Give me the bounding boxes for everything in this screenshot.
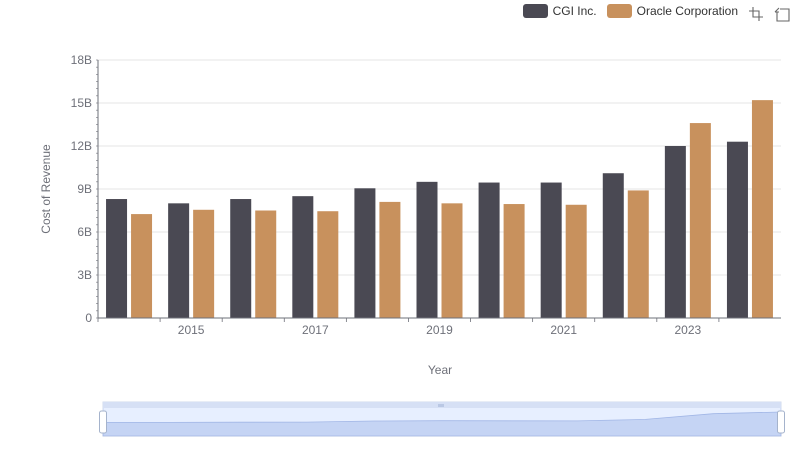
y-tick-label: 3B bbox=[77, 268, 92, 282]
bar-cgi-2017 bbox=[292, 196, 314, 318]
bar-cgi-2022 bbox=[602, 173, 624, 318]
bars bbox=[106, 100, 773, 318]
bar-cgi-2021 bbox=[540, 182, 562, 318]
bar-cgi-2019 bbox=[416, 181, 438, 318]
bar-cgi-2024 bbox=[726, 141, 748, 318]
bar-oracle-2023 bbox=[689, 123, 711, 318]
y-tick-label: 15B bbox=[71, 96, 92, 110]
bar-cgi-2015 bbox=[168, 203, 190, 318]
bar-oracle-2024 bbox=[751, 100, 773, 318]
y-tick-label: 18B bbox=[71, 53, 92, 67]
x-tick-label: 2019 bbox=[426, 323, 453, 337]
bar-oracle-2021 bbox=[565, 204, 587, 318]
bar-cgi-2020 bbox=[478, 182, 500, 318]
legend-label-oracle: Oracle Corporation bbox=[636, 4, 738, 18]
restore-icon[interactable] bbox=[774, 6, 790, 22]
y-tick-label: 6B bbox=[77, 225, 92, 239]
legend-item-cgi[interactable]: CGI Inc. bbox=[522, 4, 597, 18]
x-tick-label: 2021 bbox=[550, 323, 577, 337]
y-axis-title: Cost of Revenue bbox=[39, 144, 53, 234]
zoom-icon[interactable] bbox=[748, 6, 764, 22]
bar-oracle-2017 bbox=[317, 211, 339, 318]
x-tick-label: 2015 bbox=[178, 323, 205, 337]
x-tick-label: 2023 bbox=[675, 323, 702, 337]
bar-oracle-2019 bbox=[441, 203, 463, 318]
data-zoom-left-handle[interactable] bbox=[99, 410, 107, 434]
y-tick-label: 12B bbox=[71, 139, 92, 153]
y-tick-label: 0 bbox=[85, 311, 92, 325]
x-axis-title: Year bbox=[428, 363, 452, 377]
bar-cgi-2016 bbox=[230, 199, 252, 318]
x-tick-label: 2017 bbox=[302, 323, 329, 337]
data-zoom-move-handle[interactable] bbox=[103, 402, 781, 408]
x-axis: 2015 2017 2019 2021 2023 bbox=[97, 317, 781, 337]
data-zoom-slider[interactable] bbox=[99, 401, 785, 437]
bar-cgi-2018 bbox=[354, 188, 376, 318]
y-axis: 0 3B 6B 9B 12B 15B 18B bbox=[71, 53, 99, 325]
bar-cgi-2014 bbox=[106, 199, 128, 318]
bar-oracle-2014 bbox=[131, 214, 153, 318]
grip-icon bbox=[438, 404, 444, 407]
data-zoom-right-handle[interactable] bbox=[777, 410, 785, 434]
data-zoom-preview bbox=[102, 411, 782, 437]
bar-oracle-2020 bbox=[503, 204, 525, 318]
bar-oracle-2015 bbox=[193, 209, 215, 318]
legend-label-cgi: CGI Inc. bbox=[552, 4, 597, 18]
legend-item-oracle[interactable]: Oracle Corporation bbox=[606, 4, 738, 18]
legend-swatch-cgi bbox=[522, 4, 548, 18]
y-tick-label: 9B bbox=[77, 182, 92, 196]
legend-swatch-oracle bbox=[606, 4, 632, 18]
legend: CGI Inc. Oracle Corporation bbox=[522, 4, 738, 18]
toolbox bbox=[748, 6, 790, 22]
bar-oracle-2018 bbox=[379, 201, 401, 318]
bar-cgi-2023 bbox=[664, 146, 686, 318]
bar-oracle-2022 bbox=[627, 190, 649, 318]
bar-oracle-2016 bbox=[255, 210, 277, 318]
